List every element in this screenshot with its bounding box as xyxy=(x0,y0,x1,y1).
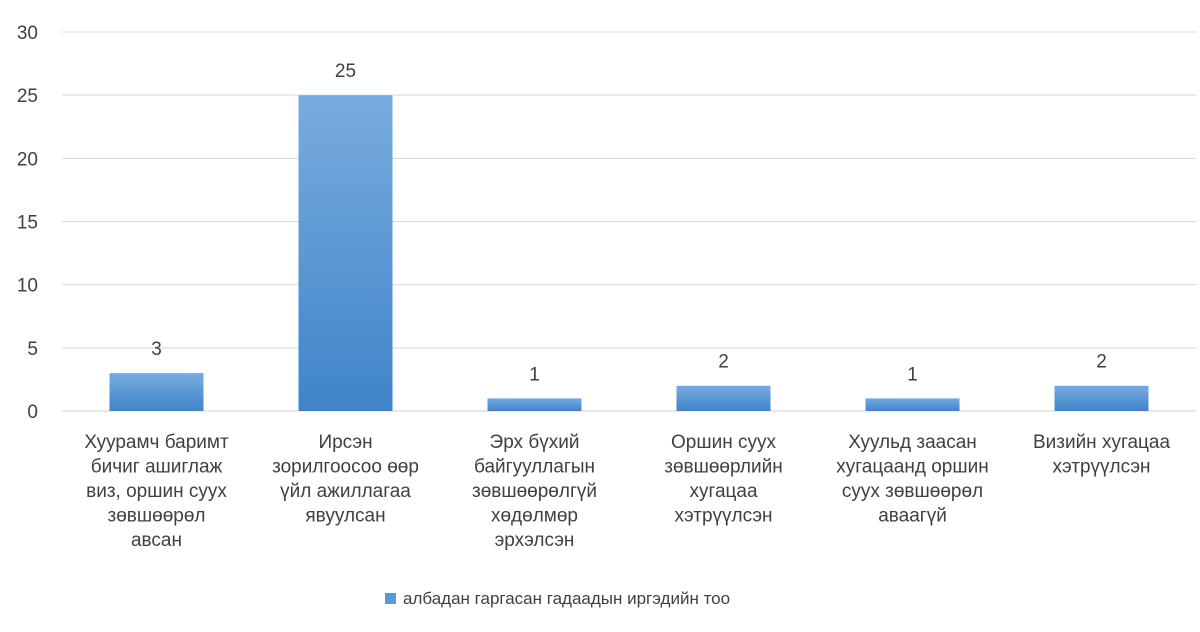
y-tick-label: 0 xyxy=(27,402,38,423)
bar xyxy=(865,398,960,411)
category-label: Визийн хугацаа хэтрүүлсэн xyxy=(1033,432,1171,478)
category-label: Оршин суух зөвшөөрлийн хугацаа хэтрүүлсэн xyxy=(664,432,782,527)
y-tick-label: 30 xyxy=(17,23,38,44)
legend: албадан гаргасан гадаадын иргэдийн тоо xyxy=(385,589,730,608)
legend-swatch xyxy=(385,593,396,604)
gridlines xyxy=(62,31,1196,412)
category-label: Эрх бүхий байгууллагын зөвшөөрөлгүй хөдөлмө… xyxy=(472,432,597,551)
y-tick-label: 25 xyxy=(17,86,38,107)
y-tick-label: 20 xyxy=(17,149,38,170)
category-labels: Хуурамч баримт бичиг ашиглаж виз, оршин су… xyxy=(84,432,1170,551)
bar xyxy=(109,373,204,411)
category-label: Хуурамч баримт бичиг ашиглаж виз, оршин су… xyxy=(84,432,229,551)
data-label: 2 xyxy=(718,352,729,373)
category-label: Хуульд заасан хугацаанд оршин суух зөвшөөр… xyxy=(836,432,988,527)
bar xyxy=(298,95,393,412)
category-label: Ирсэн зорилгоосоо өөр үйл ажиллагаа явуулса… xyxy=(272,432,419,527)
bar xyxy=(487,398,582,411)
data-label: 1 xyxy=(529,364,540,385)
data-label: 3 xyxy=(151,339,162,360)
bar xyxy=(1054,385,1149,411)
y-tick-label: 15 xyxy=(17,213,38,234)
bar xyxy=(676,385,771,411)
bars xyxy=(109,95,1149,412)
y-tick-label: 5 xyxy=(27,339,38,360)
data-label: 25 xyxy=(335,61,356,82)
data-labels: 3 25 1 2 1 2 xyxy=(151,61,1107,385)
y-tick-label: 10 xyxy=(17,276,38,297)
data-label: 1 xyxy=(907,364,918,385)
data-label: 2 xyxy=(1096,352,1107,373)
legend-label: албадан гаргасан гадаадын иргэдийн тоо xyxy=(403,589,730,608)
y-axis-tick-labels: 0 5 10 15 20 25 30 xyxy=(17,23,38,423)
